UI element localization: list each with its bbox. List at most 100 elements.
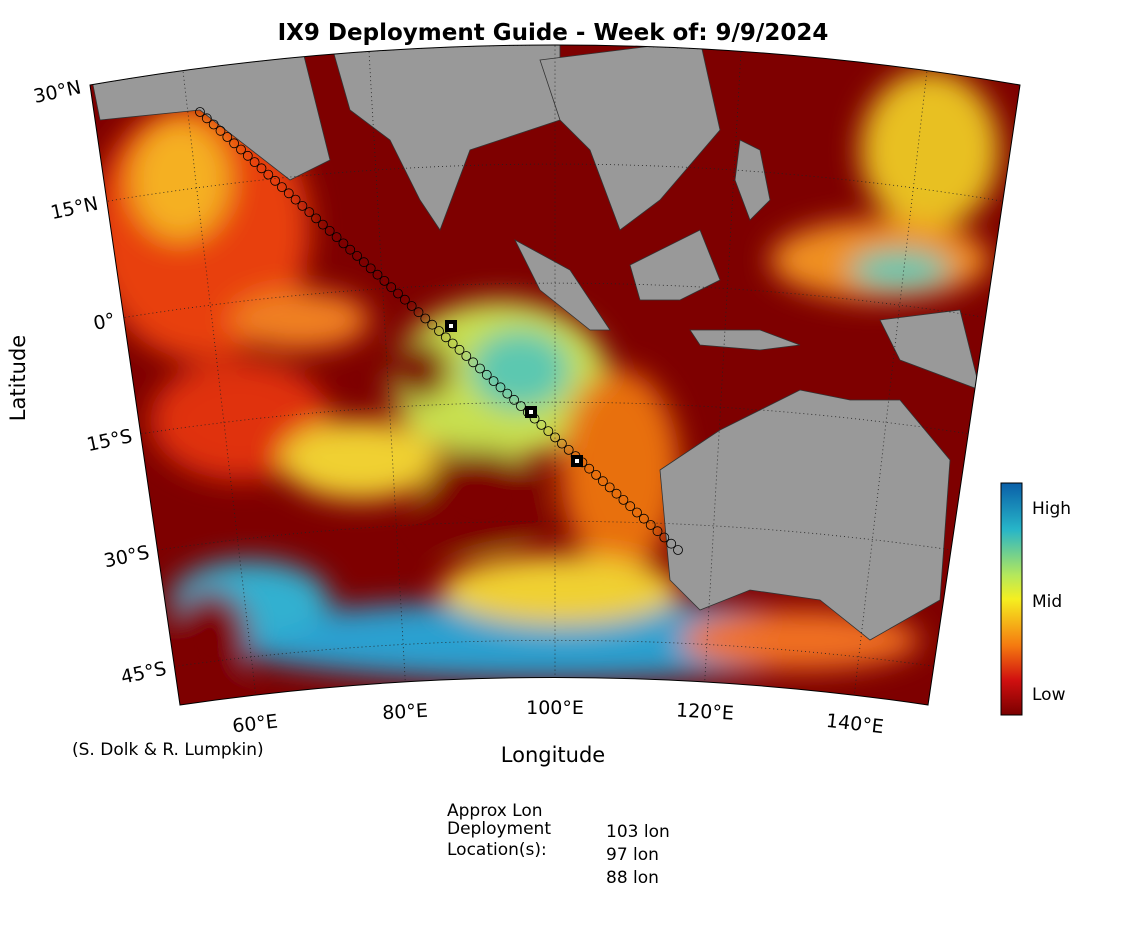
track-point xyxy=(625,501,636,512)
meridian xyxy=(702,45,746,705)
track-point xyxy=(345,244,356,255)
meridian xyxy=(364,45,408,705)
track-point xyxy=(406,301,417,311)
track-point xyxy=(673,545,683,555)
deploy-location: 88 lon xyxy=(606,868,659,888)
track-point xyxy=(242,150,253,161)
track-point xyxy=(604,482,615,493)
map-field xyxy=(90,45,1020,705)
lat-label: 0° xyxy=(91,309,117,335)
credit: (S. Dolk & R. Lumpkin) xyxy=(72,740,264,760)
deploy-heading: Deployment xyxy=(447,819,551,839)
track-point xyxy=(591,469,601,480)
track-point xyxy=(509,394,519,405)
track-point xyxy=(208,119,219,130)
deploy-marker-dot xyxy=(449,324,453,328)
lat-label: 45°S xyxy=(119,658,168,689)
track-point xyxy=(659,532,670,543)
track-point xyxy=(618,494,629,505)
deploy-location: 97 lon xyxy=(606,845,659,865)
track-point xyxy=(365,263,376,274)
track-point xyxy=(249,157,260,168)
track-point xyxy=(427,319,438,330)
track-point xyxy=(632,507,642,518)
lat-label: 15°S xyxy=(85,425,134,456)
lon-label: 80°E xyxy=(382,700,429,725)
x-axis-label: Longitude xyxy=(501,743,605,767)
track-point xyxy=(229,138,240,149)
track-point xyxy=(222,132,233,142)
track-point xyxy=(461,351,472,361)
track-point xyxy=(550,432,560,443)
track-point xyxy=(434,326,444,336)
track-point xyxy=(393,288,403,299)
lon-label: 60°E xyxy=(231,711,279,738)
track-point xyxy=(475,363,485,374)
track-point xyxy=(352,250,363,261)
lon-label: 100°E xyxy=(526,697,584,719)
track-point xyxy=(195,107,205,117)
track-point xyxy=(201,113,212,124)
track-point xyxy=(611,488,622,499)
track-point xyxy=(536,419,547,430)
meridian xyxy=(850,45,937,705)
track-point xyxy=(304,207,315,218)
track-point xyxy=(263,169,274,180)
track-point xyxy=(297,200,308,211)
track-point xyxy=(256,163,267,174)
track-point xyxy=(481,369,492,380)
track-point xyxy=(652,526,663,537)
deploy-marker-dot xyxy=(575,459,579,463)
track-point xyxy=(440,332,451,343)
track-point xyxy=(372,269,383,280)
track-point xyxy=(645,520,656,530)
parallel xyxy=(90,520,1020,563)
track-point xyxy=(236,144,246,155)
deploy-heading: Location(s): xyxy=(447,840,547,860)
lat-label: 15°N xyxy=(49,193,100,224)
meridian xyxy=(173,45,260,705)
lat-label: 30°N xyxy=(32,76,83,107)
track-point xyxy=(468,357,479,368)
parallel xyxy=(90,282,1020,333)
track-point xyxy=(317,219,328,230)
track-point xyxy=(502,388,513,399)
track-point xyxy=(215,125,226,136)
map-frame xyxy=(89,44,1021,706)
track-point xyxy=(420,313,431,324)
lon-label: 140°E xyxy=(825,710,885,738)
lat-label: 30°S xyxy=(102,541,151,572)
colorbar xyxy=(1000,482,1023,716)
track-point xyxy=(488,376,499,387)
title: IX9 Deployment Guide - Week of: 9/9/2024 xyxy=(278,20,829,46)
track-point xyxy=(543,426,554,437)
track-point xyxy=(563,444,574,455)
deploy-marker-dot xyxy=(529,410,533,414)
colorbar-label: Mid xyxy=(1032,592,1062,612)
track-point xyxy=(386,282,397,293)
track-point xyxy=(324,225,335,236)
colorbar-label: Low xyxy=(1032,685,1066,705)
track-point xyxy=(399,294,410,305)
colorbar-label: High xyxy=(1032,499,1071,519)
track-point xyxy=(311,213,322,224)
track-point xyxy=(639,513,649,524)
track-point xyxy=(495,382,506,393)
track-point xyxy=(584,463,595,474)
track-point xyxy=(331,232,342,243)
track-point xyxy=(379,275,390,286)
track-point xyxy=(283,188,294,199)
track-point xyxy=(276,182,287,193)
deploy-location: 103 lon xyxy=(606,822,670,842)
track-point xyxy=(598,476,608,487)
lon-label: 120°E xyxy=(675,699,734,724)
track-point xyxy=(557,438,567,449)
track-point xyxy=(290,194,301,205)
track-point xyxy=(447,338,458,349)
track-point xyxy=(270,175,281,186)
track-point xyxy=(358,257,369,268)
track-point xyxy=(413,307,424,318)
track-point xyxy=(666,538,677,549)
y-axis-label: Latitude xyxy=(6,335,30,421)
